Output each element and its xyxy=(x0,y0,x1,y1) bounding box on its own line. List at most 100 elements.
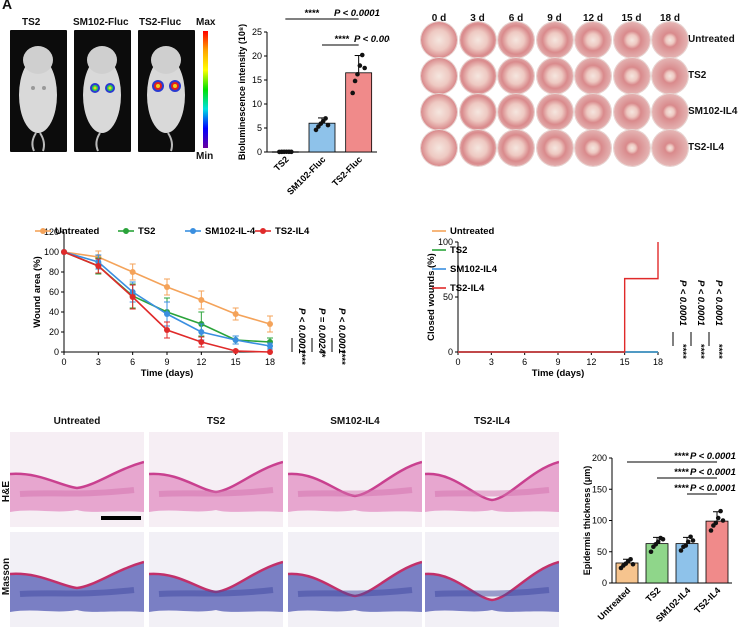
bioluminescence-chart: 0 5 10 15 20 25 Bioluminescence intensity (10⁸… xyxy=(237,8,390,195)
histology-group-label: TS2-IL4 xyxy=(473,416,511,427)
data-point xyxy=(648,549,654,555)
sig-p-2: P < 0.0001 xyxy=(354,34,390,45)
y-tick-label: 120 xyxy=(44,227,59,237)
data-point xyxy=(688,534,693,540)
data-point xyxy=(718,508,723,514)
y-tick-label: 5 xyxy=(257,123,262,133)
data-point xyxy=(352,78,358,84)
x-tick-label: 15 xyxy=(620,357,630,367)
mouse-image-2 xyxy=(74,30,131,152)
histology-panel: Untreated TS2 SM102-IL4 TS2-IL4 H&E Masson xyxy=(0,408,560,630)
wound-photo-grid: 0 d 3 d 6 d 9 d 12 d 15 d 18 d Untreated TS2 SM1… xyxy=(415,10,739,166)
he-stain-image xyxy=(425,432,559,527)
y-tick-label: 100 xyxy=(438,237,453,247)
color-scale-bar xyxy=(203,31,208,148)
data-point xyxy=(323,116,328,121)
legend-label: Untreated xyxy=(55,226,100,237)
bar-SM102-Fluc xyxy=(308,122,336,153)
series-point xyxy=(232,348,239,354)
panel-letter: A xyxy=(2,0,13,12)
wound-photo xyxy=(421,130,457,166)
x-tick-label: Untreated xyxy=(596,585,633,622)
data-point xyxy=(355,71,360,77)
wound-photo xyxy=(613,130,650,166)
legend-marker xyxy=(40,228,46,234)
series-point xyxy=(267,349,273,355)
sig-stars-2: **** xyxy=(335,34,350,45)
x-tick-label: 18 xyxy=(265,357,275,367)
mouse-image-3 xyxy=(138,30,195,152)
x-tick-label: SM102-Fluc xyxy=(285,154,327,195)
group-label: TS2 xyxy=(688,70,707,81)
x-tick-label: 12 xyxy=(196,357,206,367)
histology-group-label: Untreated xyxy=(53,416,101,427)
day-label: 12 d xyxy=(582,13,604,24)
sig-stars: **** xyxy=(336,350,347,365)
day-label: 3 d xyxy=(470,13,485,24)
x-tick-label: TS2 xyxy=(272,154,291,173)
legend-marker xyxy=(123,228,129,234)
data-point xyxy=(313,127,319,133)
sig-stars: ** xyxy=(316,350,327,358)
wound-photo xyxy=(536,130,573,166)
wound-photo xyxy=(652,22,688,58)
sig-stars: **** xyxy=(296,350,307,365)
sig-stars: **** xyxy=(674,467,689,478)
wound-photo xyxy=(459,22,496,58)
legend-label: TS2-IL4 xyxy=(275,226,310,237)
sig-p: P < 0.0001 xyxy=(713,280,724,326)
x-tick-label: 9 xyxy=(555,357,560,367)
data-point xyxy=(628,556,633,562)
sig-stars-1: **** xyxy=(305,8,320,19)
y-tick-label: 0 xyxy=(448,347,453,357)
legend-label: Untreated xyxy=(450,226,495,237)
y-axis-label: Wound area (%) xyxy=(32,256,43,328)
data-point xyxy=(359,52,365,58)
y-tick-label: 60 xyxy=(49,287,59,297)
series-point xyxy=(198,297,205,303)
sig-p: P < 0.0001 xyxy=(690,451,736,462)
series-point xyxy=(198,339,205,345)
y-axis-label: Closed wounds (%) xyxy=(426,253,437,341)
sig-stars: **** xyxy=(674,451,689,462)
data-point xyxy=(660,536,666,542)
series-point xyxy=(164,311,170,317)
x-tick-label: TS2-IL4 xyxy=(692,585,722,615)
wound-photo xyxy=(459,58,496,94)
x-tick-label: 6 xyxy=(522,357,527,367)
bar-TS2 xyxy=(645,543,669,584)
data-point xyxy=(715,515,721,521)
x-tick-label: 0 xyxy=(61,357,66,367)
sig-p: P < 0.0001 xyxy=(677,280,688,326)
wound-photo xyxy=(421,22,457,58)
wound-photo xyxy=(652,94,688,130)
y-tick-label: 0 xyxy=(257,147,262,157)
wound-photo xyxy=(459,130,496,166)
wound-photo xyxy=(613,22,650,58)
series-point xyxy=(164,327,170,333)
series-point xyxy=(129,269,136,275)
series-point xyxy=(267,343,273,349)
group-label: SM102-IL4 xyxy=(688,106,738,117)
sig-p: P < 0.0001 xyxy=(690,467,736,478)
y-tick-label: 20 xyxy=(252,51,262,61)
scale-max-label: Max xyxy=(196,17,216,28)
wound-area-chart: 0 20 40 60 80 100 120 0 3 6 9 12 15 18 Time (days) Woun… xyxy=(32,226,347,379)
sig-stars: **** xyxy=(674,483,689,494)
x-tick-label: 9 xyxy=(164,357,169,367)
y-tick-label: 40 xyxy=(49,307,59,317)
x-tick-label: 3 xyxy=(489,357,494,367)
data-point xyxy=(683,543,689,548)
he-stain-image xyxy=(149,432,283,527)
data-point xyxy=(678,548,684,553)
x-tick-label: 15 xyxy=(231,357,241,367)
sig-p: P = 0.0024 xyxy=(316,308,327,355)
y-tick-label: 200 xyxy=(592,453,607,463)
sig-stars: **** xyxy=(713,344,724,359)
wound-photo xyxy=(498,22,534,58)
series-point xyxy=(232,337,239,343)
data-point xyxy=(720,518,726,523)
data-point xyxy=(289,149,294,155)
y-axis-label: Epidermis thickness (μm) xyxy=(582,466,592,576)
wound-photo xyxy=(536,22,573,58)
